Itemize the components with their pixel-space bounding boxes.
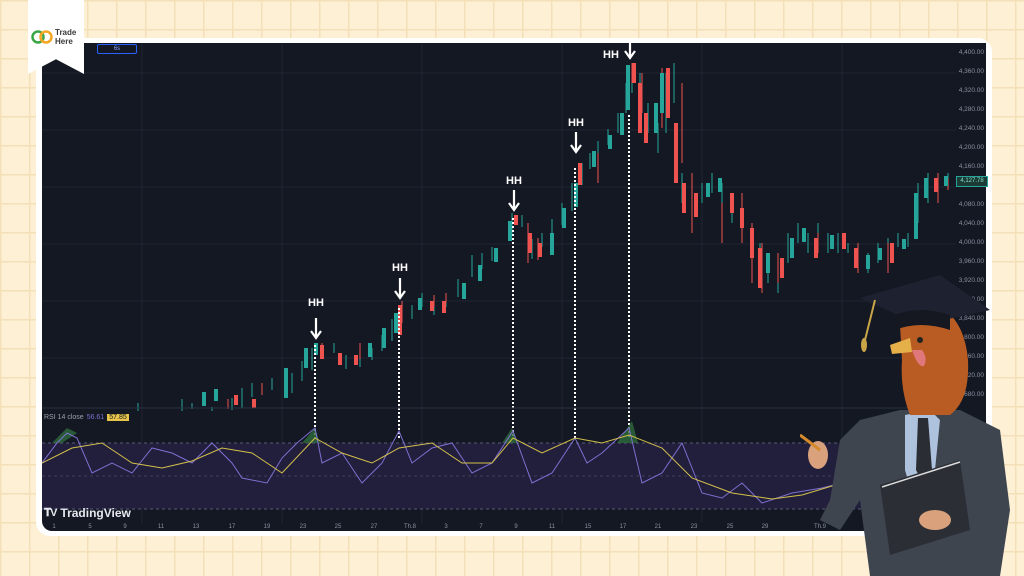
hh-label-3: HH — [506, 175, 522, 187]
down-arrow-icon — [570, 132, 582, 154]
x-tick: 23 — [690, 524, 698, 530]
x-tick: 5 — [88, 524, 92, 530]
down-arrow-icon — [508, 190, 520, 212]
last-price-tag: 4,127.78 — [956, 176, 988, 187]
hh-label-2: HH — [392, 262, 408, 274]
hh-label-4: HH — [568, 117, 584, 129]
x-tick: 7 — [479, 524, 483, 530]
y-tick: 3,800.00 — [958, 334, 984, 341]
tradingview-watermark: 𝐓V TradingView — [44, 506, 131, 520]
x-tick: 21 — [654, 524, 662, 530]
y-tick: 4,160.00 — [958, 163, 984, 170]
down-arrow-icon — [310, 318, 322, 340]
down-arrow-icon — [394, 278, 406, 300]
time-axis[interactable]: 1 5 9 11 13 17 19 23 25 27 Th.8 3 7 9 11… — [42, 524, 986, 534]
rsi-legend-label: RSI 14 close — [44, 414, 84, 421]
rsi-value: 56.61 — [86, 414, 105, 421]
y-tick: 4,280.00 — [958, 106, 984, 113]
x-tick: 3 — [444, 524, 448, 530]
x-tick: 15 — [584, 524, 592, 530]
chart-canvas — [42, 43, 956, 523]
y-tick: 4,400.00 — [958, 49, 984, 56]
mascot-illustration — [800, 275, 1010, 576]
x-tick: 23 — [299, 524, 307, 530]
y-tick: 3,680.00 — [958, 391, 984, 398]
x-tick: 11 — [548, 524, 556, 530]
tradingview-label: TradingView — [60, 506, 131, 520]
y-tick: 4,000.00 — [958, 239, 984, 246]
y-tick: 3,920.00 — [958, 277, 984, 284]
brand-name: Trade Here — [55, 28, 77, 46]
y-tick: 4,240.00 — [958, 125, 984, 132]
x-tick: 19 — [263, 524, 271, 530]
y-tick: 4,200.00 — [958, 144, 984, 151]
y-tick: 3,720.00 — [958, 372, 984, 379]
hh-label-5: HH — [603, 49, 619, 61]
rsi-legend: RSI 14 close 56.61 57.85 — [44, 414, 129, 421]
price-axis[interactable]: 4,400.00 4,360.00 4,320.00 4,280.00 4,24… — [956, 43, 986, 531]
x-tick: Th.8 — [403, 524, 417, 530]
y-tick: 3,760.00 — [958, 353, 984, 360]
y-tick: 3,840.00 — [958, 315, 984, 322]
rsi-ma-value: 57.85 — [107, 414, 129, 421]
y-tick: 3,960.00 — [958, 258, 984, 265]
tradingview-logo-icon: 𝐓V — [44, 506, 57, 519]
y-tick: 4,080.00 — [958, 201, 984, 208]
x-tick: 11 — [157, 524, 165, 530]
hh-label-1: HH — [308, 297, 324, 309]
x-tick: 17 — [228, 524, 236, 530]
brand-logo-icon — [31, 30, 53, 44]
y-tick: 4,040.00 — [958, 220, 984, 227]
x-tick: 27 — [370, 524, 378, 530]
y-tick: 4,320.00 — [958, 87, 984, 94]
x-tick: 9 — [514, 524, 518, 530]
x-tick: 9 — [123, 524, 127, 530]
x-tick: 25 — [726, 524, 734, 530]
x-tick: 13 — [192, 524, 200, 530]
down-arrow-icon — [624, 38, 636, 60]
interval-selector[interactable]: 6s — [97, 44, 137, 54]
price-chart[interactable] — [42, 43, 986, 531]
x-tick: 25 — [334, 524, 342, 530]
x-tick: Th.9 — [813, 524, 827, 530]
x-tick: 17 — [619, 524, 627, 530]
y-tick: 4,360.00 — [958, 68, 984, 75]
x-tick: 29 — [761, 524, 769, 530]
x-tick: 1 — [52, 524, 56, 530]
